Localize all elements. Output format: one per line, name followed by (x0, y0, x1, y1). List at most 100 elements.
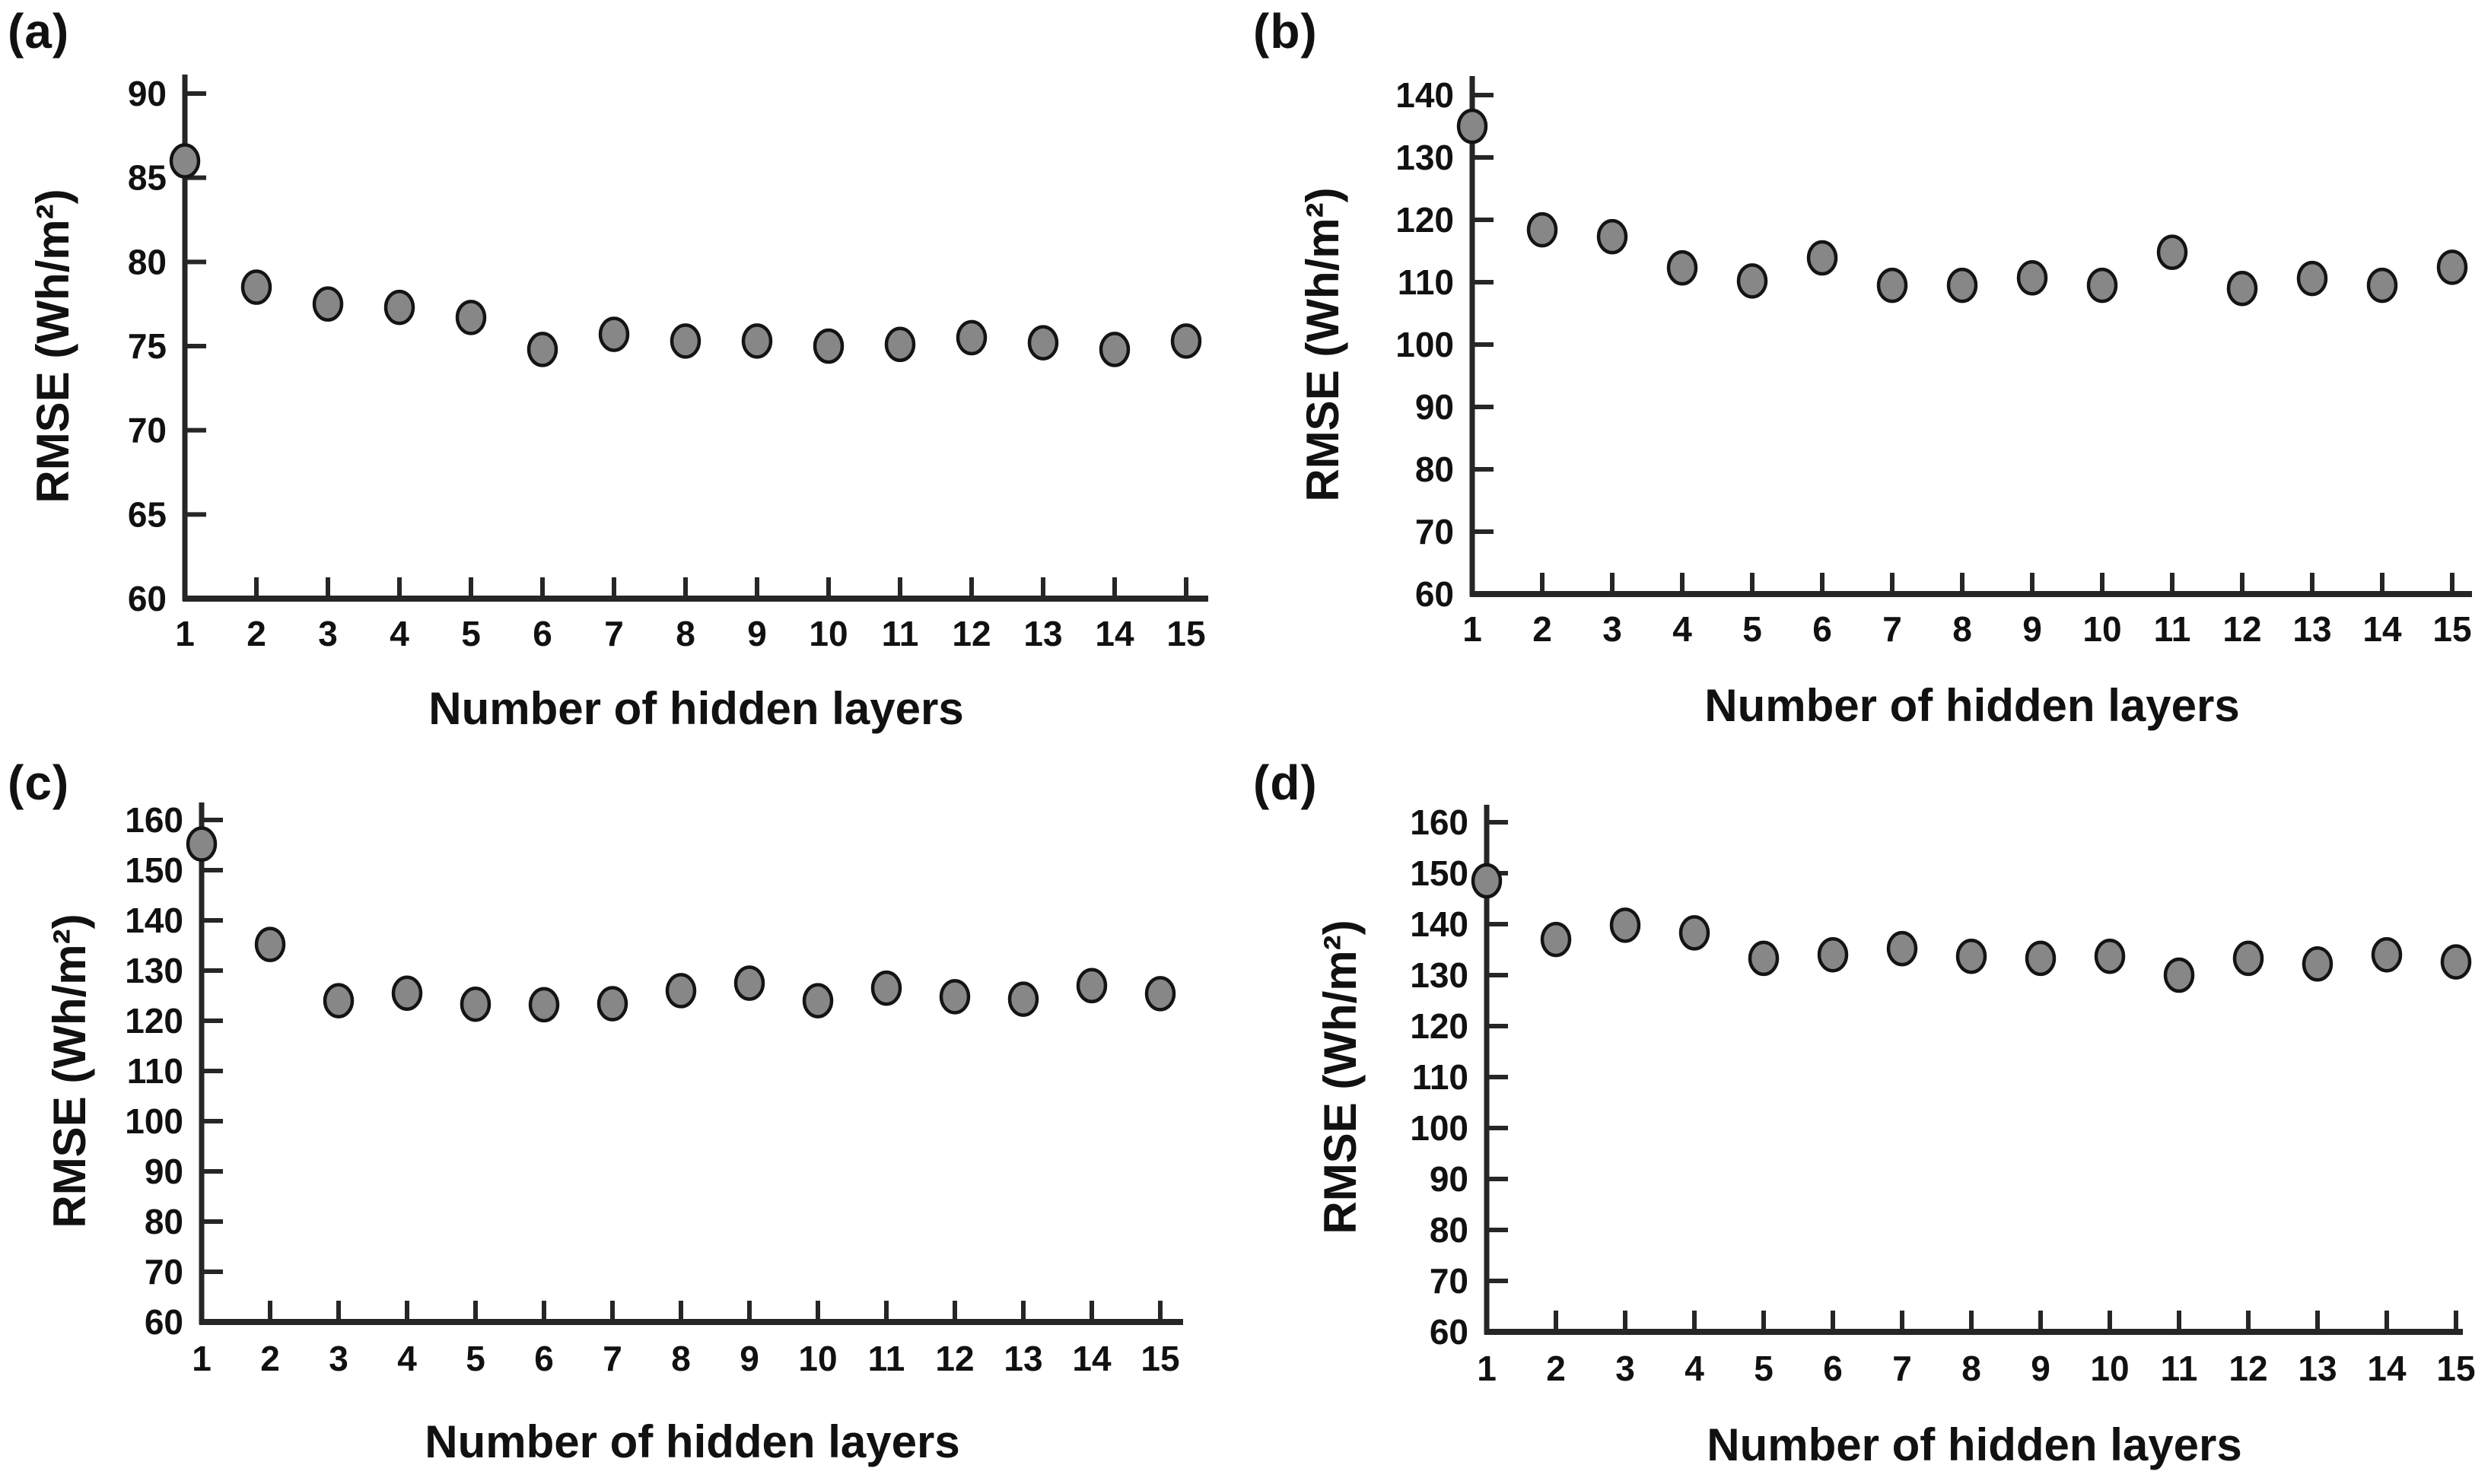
y-tick-label: 80 (145, 1202, 183, 1241)
x-tick-label: 6 (1812, 609, 1832, 649)
data-point (460, 986, 492, 1022)
y-axis-title: RMSE (Wh/m²) (1297, 187, 1348, 502)
data-point (939, 979, 971, 1015)
y-tick-label: 90 (128, 74, 167, 113)
x-tick-label: 3 (329, 1339, 348, 1378)
data-point (665, 973, 697, 1009)
x-tick-label: 10 (809, 614, 848, 653)
x-tick-label: 9 (2022, 609, 2042, 649)
y-tick-label: 80 (128, 242, 167, 281)
data-point (1946, 267, 1978, 303)
data-point (2302, 946, 2334, 982)
x-tick-label: 8 (1952, 609, 1972, 649)
data-point (455, 300, 487, 335)
x-tick-label: 7 (1892, 1349, 1912, 1388)
x-tick-label: 1 (1477, 1349, 1497, 1388)
data-point (670, 323, 701, 359)
x-tick-label: 12 (935, 1339, 974, 1378)
x-tick-label: 2 (1532, 609, 1552, 649)
x-tick-label: 11 (882, 614, 919, 653)
data-point (1007, 981, 1039, 1017)
x-tick-label: 8 (676, 614, 695, 653)
x-axis-title: Number of hidden layers (1707, 1419, 2242, 1470)
data-point (2440, 944, 2472, 980)
data-point (2163, 957, 2195, 993)
data-point (1609, 907, 1641, 943)
x-tick-label: 14 (2362, 609, 2402, 649)
x-tick-label: 11 (868, 1339, 905, 1378)
data-point (2086, 267, 2118, 303)
x-tick-label: 14 (2367, 1349, 2407, 1388)
x-tick-label: 12 (952, 614, 991, 653)
x-tick-label: 10 (2082, 609, 2121, 649)
data-point (240, 269, 272, 305)
x-tick-label: 6 (1823, 1349, 1843, 1388)
x-tick-label: 5 (461, 614, 481, 653)
x-tick-label: 4 (390, 614, 409, 653)
data-point (186, 826, 218, 862)
data-point (1876, 267, 1908, 303)
panel-c: 60 70 80 90 100 110 120 130 140 150 160 1 2 3 4 5 6 7 8 9 10… (0, 742, 1246, 1484)
data-point (1806, 240, 1838, 276)
panel-a: 60 65 70 75 80 85 90 1 2 3 4 5 6 7 8 9 10 11 12 13 14 15 (a) … (0, 0, 1246, 742)
data-point (884, 326, 916, 363)
data-point (1456, 108, 1488, 145)
y-tick-label: 70 (1415, 512, 1454, 551)
y-tick-label: 140 (125, 901, 183, 940)
y-tick-label: 100 (125, 1101, 183, 1141)
y-tick-label: 60 (1430, 1312, 1468, 1352)
data-point (733, 965, 765, 1001)
data-point (1099, 332, 1131, 367)
y-tick-label: 130 (1395, 138, 1454, 177)
data-point (1955, 938, 1987, 974)
y-tick-label: 65 (128, 494, 167, 534)
data-point (2232, 940, 2264, 977)
data-point (1027, 325, 1059, 361)
y-tick-label: 100 (1395, 325, 1454, 364)
data-point (1678, 915, 1710, 951)
x-tick-label: 11 (2161, 1349, 2198, 1388)
y-axis-title: RMSE (Wh/m²) (27, 189, 78, 504)
y-tick-label: 160 (125, 800, 183, 840)
data-point (597, 986, 628, 1022)
y-tick-label: 90 (1430, 1159, 1468, 1199)
y-tick-label: 80 (1415, 450, 1454, 489)
x-tick-label: 4 (397, 1339, 417, 1378)
y-tick-label: 60 (128, 579, 167, 618)
data-point (1076, 968, 1108, 1004)
x-tick-label: 10 (798, 1339, 837, 1378)
y-tick-label: 160 (1410, 802, 1468, 842)
data-point (323, 983, 355, 1018)
y-axis-title: RMSE (Wh/m²) (44, 914, 95, 1228)
x-tick-label: 3 (318, 614, 338, 653)
x-axis-title: Number of hidden layers (428, 683, 964, 734)
x-tick-label: 12 (2222, 609, 2261, 649)
data-point (2025, 940, 2057, 977)
data-point (802, 983, 834, 1018)
data-point (1736, 263, 1768, 299)
x-tick-label: 7 (604, 614, 624, 653)
y-tick-label: 120 (125, 1001, 183, 1041)
y-tick-label: 60 (1415, 574, 1454, 614)
x-tick-label: 13 (1023, 614, 1062, 653)
x-tick-label: 6 (533, 614, 552, 653)
x-tick-label: 8 (671, 1339, 691, 1378)
x-tick-label: 10 (2090, 1349, 2129, 1388)
x-tick-label: 2 (260, 1339, 280, 1378)
data-point (527, 332, 558, 367)
data-point (1144, 976, 1176, 1012)
data-point (1666, 249, 1698, 286)
data-point (528, 987, 560, 1023)
data-point (2094, 938, 2126, 974)
data-point (2371, 936, 2403, 973)
x-tick-label: 14 (1095, 614, 1134, 653)
data-point (2226, 270, 2258, 307)
panel-d: 60 70 80 90 100 110 120 130 140 150 160 1 2 3 4 5 6 7 8 9 10… (1246, 742, 2491, 1484)
data-point (956, 319, 988, 356)
data-point (1886, 930, 1918, 967)
y-tick-label: 150 (1410, 853, 1468, 893)
